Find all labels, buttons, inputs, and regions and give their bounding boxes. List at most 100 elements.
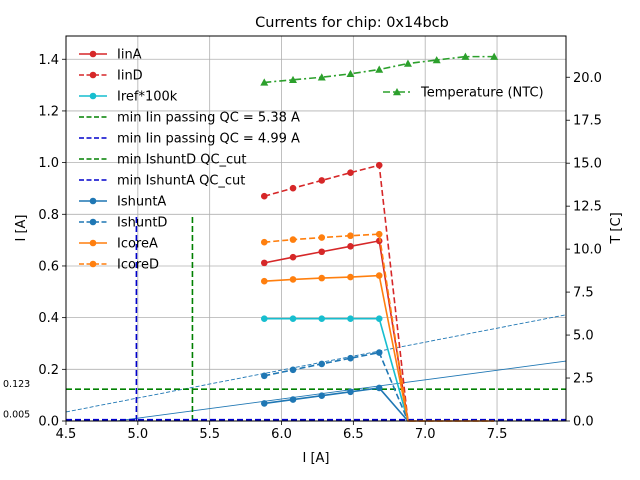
data-point xyxy=(260,400,268,407)
y2-tick-label: 0.0 xyxy=(573,415,594,430)
data-point xyxy=(375,230,383,238)
legend-label: IinD xyxy=(117,69,143,84)
y-tick-label: 0.8 xyxy=(38,208,59,223)
data-point xyxy=(318,392,326,399)
x-axis-label: I [A] xyxy=(302,451,329,466)
series-line xyxy=(264,387,409,422)
y-tick-label: 0.2 xyxy=(38,363,59,378)
data-point xyxy=(318,234,326,241)
fit-lines xyxy=(66,314,566,421)
temperature-point xyxy=(346,69,355,78)
y2-tick-label: 15.0 xyxy=(573,157,602,172)
y-tick-label: 0.4 xyxy=(38,311,59,326)
series-group xyxy=(260,161,495,422)
x-tick-label: 5.0 xyxy=(127,427,148,442)
data-point xyxy=(375,315,383,322)
data-point xyxy=(375,237,383,245)
y-tick-label: 1.4 xyxy=(38,53,59,68)
hline-annotations: 0.123 0.005 xyxy=(3,379,30,420)
data-point xyxy=(347,315,354,322)
legend-label: min Iin passing QC = 5.38 A xyxy=(117,111,300,126)
legend-entry: IshuntD xyxy=(79,216,167,231)
legend-marker xyxy=(89,260,97,268)
y-tick-label: 1.2 xyxy=(38,104,59,119)
x-tick-label: 7.5 xyxy=(487,427,508,442)
legend-label: IcoreD xyxy=(117,258,159,273)
y2-tick-label: 20.0 xyxy=(573,71,602,86)
data-point xyxy=(318,248,326,256)
y-axis-label: I [A] xyxy=(14,214,29,241)
series-ishuntd xyxy=(260,349,409,422)
series-line xyxy=(264,317,409,422)
legend-temperature: Temperature (NTC) xyxy=(383,86,544,101)
series-line xyxy=(264,233,495,422)
data-point xyxy=(289,253,297,261)
data-point xyxy=(289,236,297,243)
series-line xyxy=(264,351,409,422)
data-point xyxy=(375,384,383,392)
data-point xyxy=(260,277,268,285)
data-point xyxy=(260,259,268,267)
legend-entry: Temperature (NTC) xyxy=(383,86,544,101)
temperature-point xyxy=(461,52,470,60)
data-point xyxy=(289,184,297,192)
y2-axis-ticks: 0.0 2.5 5.0 7.5 10.0 12.5 15.0 17.5 20.0 xyxy=(566,71,602,430)
series-ishunta xyxy=(260,384,409,422)
series-iref-100k xyxy=(260,315,409,422)
data-point xyxy=(260,192,268,200)
data-point xyxy=(347,169,354,176)
legend-label: IshuntD xyxy=(117,216,167,231)
legend-label: min Iin passing QC = 4.99 A xyxy=(117,132,300,147)
legend-label: IshuntA xyxy=(117,195,166,210)
legend-entry: min Iin passing QC = 5.38 A xyxy=(79,111,300,126)
temperature-point xyxy=(375,65,384,73)
legend-marker xyxy=(89,218,97,226)
data-point xyxy=(289,276,297,283)
data-point xyxy=(289,315,297,322)
fit-line xyxy=(66,314,566,413)
plot-frame xyxy=(65,35,567,422)
y2-tick-label: 17.5 xyxy=(573,114,602,129)
data-point xyxy=(347,273,354,281)
grid xyxy=(65,36,566,422)
data-point xyxy=(260,372,268,380)
legend-entry: IshuntA xyxy=(79,195,166,210)
y-tick-label: 0.0 xyxy=(38,415,59,430)
data-point xyxy=(347,354,354,362)
legend-label: Iref*100k xyxy=(117,90,178,105)
data-point xyxy=(347,388,354,396)
y2-tick-label: 5.0 xyxy=(573,329,594,344)
temperature-point xyxy=(403,59,412,67)
y2-tick-label: 7.5 xyxy=(573,286,594,301)
legend-label: min IshuntD QC_cut xyxy=(117,153,247,168)
reference-lines xyxy=(66,214,566,421)
data-point xyxy=(318,274,326,282)
series-icored xyxy=(260,230,495,422)
x-tick-label: 5.5 xyxy=(199,427,220,442)
data-point xyxy=(318,177,326,184)
data-point xyxy=(375,272,383,279)
y2-tick-label: 2.5 xyxy=(573,372,594,387)
temperature-point xyxy=(289,75,298,84)
data-point xyxy=(260,315,268,322)
x-tick-label: 6.0 xyxy=(271,427,292,442)
legend-marker xyxy=(89,239,97,247)
legend-marker xyxy=(89,50,97,58)
legend-label: IcoreA xyxy=(117,237,158,252)
data-point xyxy=(318,315,326,322)
data-point xyxy=(318,360,326,368)
legend-marker xyxy=(89,197,97,205)
series-line xyxy=(264,239,409,422)
legend-entry: IinA xyxy=(79,48,142,63)
y2-axis-label: T [C] xyxy=(609,212,624,244)
legend-entry: IinD xyxy=(79,69,143,84)
legend-entry: IcoreD xyxy=(79,258,159,273)
legend-entry: min IshuntA QC_cut xyxy=(79,174,245,189)
data-point xyxy=(375,349,383,356)
legend-entry: IcoreA xyxy=(79,237,158,252)
y-tick-label: 1.0 xyxy=(38,156,59,171)
legend-label: IinA xyxy=(117,48,142,63)
temperature-point xyxy=(260,78,269,86)
temperature-point xyxy=(432,56,441,64)
